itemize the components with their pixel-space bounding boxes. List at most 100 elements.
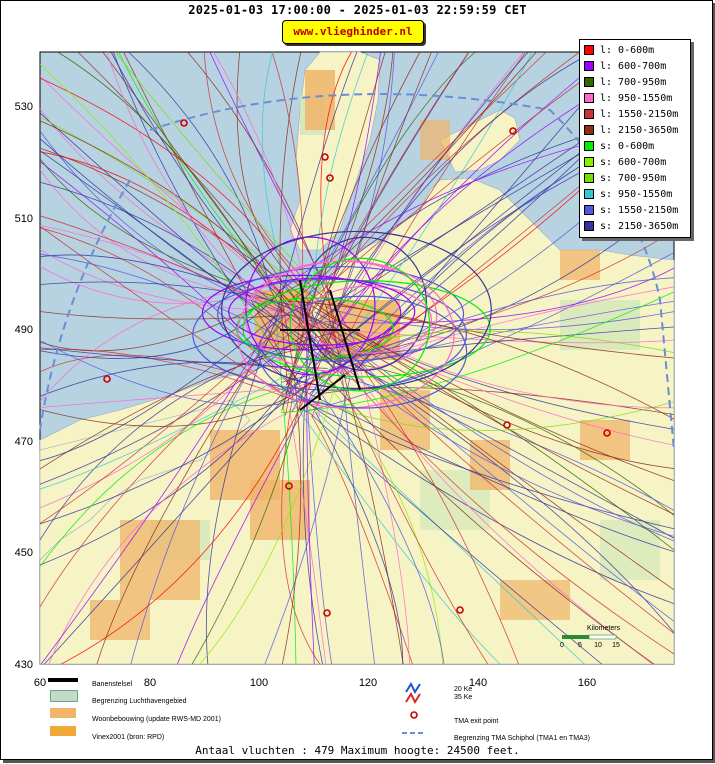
holding-pattern bbox=[228, 277, 416, 346]
tma-exit-point bbox=[326, 174, 334, 182]
tma-exit-point bbox=[456, 606, 464, 614]
flight-track bbox=[39, 315, 293, 524]
flight-track bbox=[48, 404, 303, 665]
flight-track bbox=[286, 51, 470, 386]
flight-track bbox=[39, 331, 334, 541]
holding-pattern bbox=[235, 297, 394, 360]
tma-exit-point bbox=[603, 429, 611, 437]
holding-pattern bbox=[221, 230, 492, 390]
tma-exit-icon bbox=[410, 711, 418, 719]
legend-item: s: 0-600m bbox=[580, 138, 690, 154]
vinex-label: Vinex2001 (bron: RPD) bbox=[92, 734, 165, 741]
legend-label: s: 950-1550m bbox=[600, 188, 673, 200]
housing-label: Woonbebouwing (update RWS-MD 2001) bbox=[92, 716, 221, 723]
tma-exit-label: TMA exit point bbox=[454, 718, 499, 725]
flight-track bbox=[39, 283, 301, 352]
runway-swatch bbox=[48, 678, 78, 682]
flight-track bbox=[281, 389, 321, 665]
flight-track bbox=[311, 415, 413, 665]
flight-track bbox=[307, 411, 602, 665]
tma-exit-point bbox=[503, 421, 511, 429]
scale-bar-tick: 0 bbox=[560, 642, 564, 649]
flight-track bbox=[316, 387, 445, 665]
flight-track bbox=[128, 51, 272, 291]
flight-track bbox=[328, 379, 655, 665]
holding-pattern bbox=[192, 278, 467, 391]
legend-swatch bbox=[584, 61, 594, 71]
flight-track bbox=[39, 340, 305, 407]
legend-label: s: 0-600m bbox=[600, 140, 655, 152]
flight-track bbox=[322, 378, 444, 665]
runways-label: Banenstelsel bbox=[92, 681, 133, 688]
flight-track bbox=[332, 51, 594, 313]
legend-swatch bbox=[584, 173, 594, 183]
flight-track bbox=[199, 377, 338, 665]
flight-track bbox=[39, 224, 305, 328]
scale-bar: Kilometers 0 5 10 15 bbox=[560, 625, 621, 649]
flight-track bbox=[330, 326, 675, 551]
brand-link[interactable]: www.vlieghinder.nl bbox=[282, 20, 424, 44]
flight-track bbox=[307, 51, 439, 296]
flight-track bbox=[57, 51, 281, 308]
flight-track bbox=[39, 311, 291, 320]
flight-track bbox=[341, 349, 653, 665]
airport-boundary-swatch bbox=[50, 690, 78, 702]
flight-track bbox=[302, 306, 323, 665]
flight-track bbox=[39, 361, 323, 397]
legend-swatch bbox=[584, 141, 594, 151]
flight-track bbox=[61, 344, 328, 665]
legend-label: l: 600-700m bbox=[600, 60, 667, 72]
flight-track bbox=[286, 51, 394, 385]
flight-track bbox=[324, 51, 432, 355]
map-axes: 60 80 100 120 140 160 530 510 490 470 450 430 bbox=[15, 101, 597, 689]
flight-track bbox=[278, 288, 302, 665]
x-axis-label: 160 bbox=[578, 677, 596, 689]
holding-pattern bbox=[201, 274, 402, 351]
flight-track bbox=[314, 311, 675, 430]
tma-exit-point bbox=[180, 119, 188, 127]
y-axis-label: 490 bbox=[15, 324, 33, 336]
legend-swatch bbox=[584, 109, 594, 119]
flight-track bbox=[327, 307, 675, 331]
legend-label: s: 600-700m bbox=[600, 156, 667, 168]
flight-track bbox=[314, 409, 585, 665]
tma-boundary-label: Begrenzing TMA Schiphol (TMA1 en TMA3) bbox=[454, 735, 590, 742]
y-axis-label: 530 bbox=[15, 101, 33, 113]
flight-track bbox=[337, 303, 675, 359]
housing-swatch bbox=[50, 708, 76, 718]
legend-swatch bbox=[584, 45, 594, 55]
legend-swatch bbox=[584, 189, 594, 199]
flight-track bbox=[177, 372, 324, 665]
flight-track bbox=[236, 51, 321, 302]
y-axis-label: 430 bbox=[15, 659, 33, 671]
flight-track bbox=[328, 357, 675, 516]
flight-track bbox=[287, 300, 675, 420]
flight-track bbox=[322, 311, 675, 409]
legend-label: l: 2150-3650m bbox=[600, 124, 679, 136]
x-axis-label: 100 bbox=[250, 677, 268, 689]
flight-track bbox=[275, 316, 297, 665]
flight-track bbox=[213, 51, 320, 417]
flight-track bbox=[289, 409, 327, 665]
legend-item: s: 1550-2150m bbox=[580, 202, 690, 218]
flight-track bbox=[39, 341, 350, 490]
flight-track bbox=[39, 215, 357, 349]
flight-track bbox=[283, 51, 421, 406]
flight-track bbox=[276, 51, 358, 312]
flight-track bbox=[39, 308, 285, 461]
tma-boundary-icon bbox=[402, 732, 426, 734]
flight-track bbox=[39, 385, 294, 567]
flight-track bbox=[39, 370, 325, 525]
x-axis-label: 80 bbox=[144, 677, 156, 689]
flight-track bbox=[39, 382, 313, 427]
tma-exit-point bbox=[285, 482, 293, 490]
runway bbox=[329, 289, 361, 391]
runway bbox=[299, 279, 321, 401]
flight-track bbox=[96, 316, 284, 665]
legend-swatch bbox=[584, 125, 594, 135]
airport-boundary-label: Begrenzing Luchthavengebied bbox=[92, 698, 187, 705]
holding-pattern bbox=[258, 295, 468, 409]
flight-track bbox=[311, 299, 675, 515]
flight-track bbox=[311, 51, 533, 395]
